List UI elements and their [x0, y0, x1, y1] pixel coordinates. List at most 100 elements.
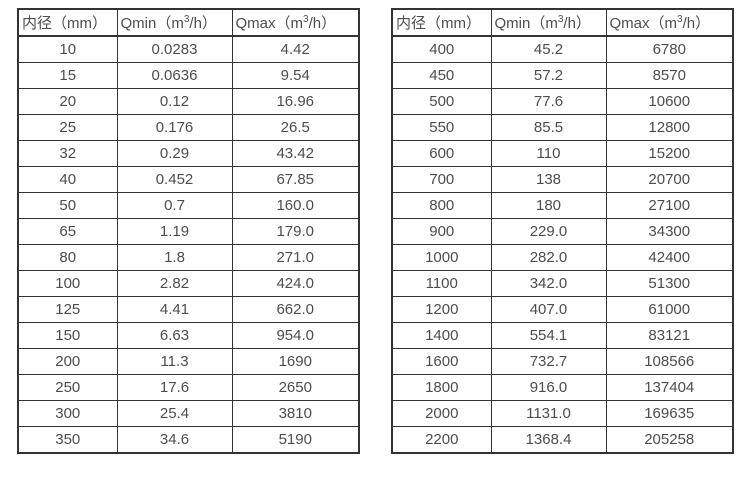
- qmin-cell: 138: [490, 166, 607, 193]
- qmax-cell: 6780: [605, 35, 734, 63]
- table-row: 1000 282.0 42400: [391, 244, 734, 271]
- diameter-cell: 1800: [391, 374, 492, 401]
- qmax-cell: 16.96: [231, 88, 360, 115]
- qmax-cell: 27100: [605, 192, 734, 219]
- diameter-cell: 1100: [391, 270, 492, 297]
- qmin-cell: 1368.4: [490, 426, 607, 454]
- qmin-cell: 180: [490, 192, 607, 219]
- table-row: 内径（mm） Qmin（m3/h） Qmax（m3/h）: [17, 8, 360, 37]
- qmin-cell: 1.8: [116, 244, 233, 271]
- qmax-cell: 108566: [605, 348, 734, 375]
- diameter-cell: 400: [391, 35, 492, 63]
- qmax-cell: 83121: [605, 322, 734, 349]
- diameter-cell: 1400: [391, 322, 492, 349]
- qmax-cell: 3810: [231, 400, 360, 427]
- qmin-cell: 342.0: [490, 270, 607, 297]
- diameter-cell: 50: [17, 192, 118, 219]
- diameter-cell: 500: [391, 88, 492, 115]
- qmin-cell: 110: [490, 140, 607, 167]
- table-row: 10 0.0283 4.42: [17, 35, 360, 63]
- qmin-cell: 0.0636: [116, 62, 233, 89]
- qmin-cell: 0.176: [116, 114, 233, 141]
- diameter-cell: 65: [17, 218, 118, 245]
- qmax-cell: 61000: [605, 296, 734, 323]
- qmin-cell: 17.6: [116, 374, 233, 401]
- diameter-cell: 32: [17, 140, 118, 167]
- table-row: 300 25.4 3810: [17, 400, 360, 427]
- qmin-cell: 57.2: [490, 62, 607, 89]
- qmax-cell: 1690: [231, 348, 360, 375]
- qmin-cell: 0.0283: [116, 35, 233, 63]
- qmax-cell: 20700: [605, 166, 734, 193]
- qmax-cell: 271.0: [231, 244, 360, 271]
- diameter-cell: 700: [391, 166, 492, 193]
- table-row: 20 0.12 16.96: [17, 88, 360, 115]
- qmin-cell: 6.63: [116, 322, 233, 349]
- diameter-cell: 1000: [391, 244, 492, 271]
- qmin-cell: 0.452: [116, 166, 233, 193]
- qmax-cell: 51300: [605, 270, 734, 297]
- diameter-cell: 150: [17, 322, 118, 349]
- diameter-cell: 450: [391, 62, 492, 89]
- diameter-cell: 900: [391, 218, 492, 245]
- qmax-cell: 2650: [231, 374, 360, 401]
- diameter-cell: 200: [17, 348, 118, 375]
- qmin-cell: 0.7: [116, 192, 233, 219]
- column-header-0: 内径（mm）: [17, 8, 118, 37]
- qmin-cell: 25.4: [116, 400, 233, 427]
- column-header-1: Qmin（m3/h）: [116, 8, 233, 37]
- table-row: 350 34.6 5190: [17, 426, 360, 454]
- qmax-cell: 5190: [231, 426, 360, 454]
- table-header-row: 内径（mm） Qmin（m3/h） Qmax（m3/h）: [17, 8, 360, 37]
- table-row: 2000 1131.0 169635: [391, 400, 734, 427]
- diameter-cell: 250: [17, 374, 118, 401]
- qmin-cell: 407.0: [490, 296, 607, 323]
- qmax-cell: 67.85: [231, 166, 360, 193]
- qmax-cell: 179.0: [231, 218, 360, 245]
- table-row: 450 57.2 8570: [391, 62, 734, 89]
- qmin-cell: 554.1: [490, 322, 607, 349]
- diameter-cell: 1600: [391, 348, 492, 375]
- table-body: 400 45.2 6780 450 57.2 8570 500 77.6 10600 550 85.…: [391, 35, 734, 454]
- table-row: 50 0.7 160.0: [17, 192, 360, 219]
- table-row: 1600 732.7 108566: [391, 348, 734, 375]
- diameter-cell: 15: [17, 62, 118, 89]
- qmax-cell: 9.54: [231, 62, 360, 89]
- flow-spec-table-right: 内径（mm） Qmin（m3/h） Qmax（m3/h） 400 45.2 6780 45…: [391, 8, 734, 454]
- table-row: 400 45.2 6780: [391, 35, 734, 63]
- table-header-row: 内径（mm） Qmin（m3/h） Qmax（m3/h）: [391, 8, 734, 37]
- qmax-cell: 662.0: [231, 296, 360, 323]
- diameter-cell: 25: [17, 114, 118, 141]
- qmin-cell: 45.2: [490, 35, 607, 63]
- table-row: 100 2.82 424.0: [17, 270, 360, 297]
- table-row: 900 229.0 34300: [391, 218, 734, 245]
- qmin-cell: 2.82: [116, 270, 233, 297]
- column-header-1: Qmin（m3/h）: [490, 8, 607, 37]
- table-row: 800 180 27100: [391, 192, 734, 219]
- table-row: 1800 916.0 137404: [391, 374, 734, 401]
- qmax-cell: 26.5: [231, 114, 360, 141]
- table-row: 25 0.176 26.5: [17, 114, 360, 141]
- qmin-cell: 34.6: [116, 426, 233, 454]
- diameter-cell: 10: [17, 35, 118, 63]
- table-row: 内径（mm） Qmin（m3/h） Qmax（m3/h）: [391, 8, 734, 37]
- table-body: 10 0.0283 4.42 15 0.0636 9.54 20 0.12 16.96 25 0.1…: [17, 35, 360, 454]
- table-row: 32 0.29 43.42: [17, 140, 360, 167]
- table-row: 250 17.6 2650: [17, 374, 360, 401]
- table-row: 1100 342.0 51300: [391, 270, 734, 297]
- flow-spec-table-left: 内径（mm） Qmin（m3/h） Qmax（m3/h） 10 0.0283 4.42 1…: [17, 8, 360, 454]
- qmin-cell: 4.41: [116, 296, 233, 323]
- qmax-cell: 954.0: [231, 322, 360, 349]
- column-header-2: Qmax（m3/h）: [605, 8, 734, 37]
- diameter-cell: 20: [17, 88, 118, 115]
- flow-spec-tables: 内径（mm） Qmin（m3/h） Qmax（m3/h） 10 0.0283 4.42 1…: [17, 8, 734, 454]
- qmax-cell: 205258: [605, 426, 734, 454]
- diameter-cell: 40: [17, 166, 118, 193]
- diameter-cell: 550: [391, 114, 492, 141]
- qmax-cell: 4.42: [231, 35, 360, 63]
- table-row: 1200 407.0 61000: [391, 296, 734, 323]
- qmax-cell: 8570: [605, 62, 734, 89]
- qmin-cell: 229.0: [490, 218, 607, 245]
- qmin-cell: 85.5: [490, 114, 607, 141]
- qmin-cell: 282.0: [490, 244, 607, 271]
